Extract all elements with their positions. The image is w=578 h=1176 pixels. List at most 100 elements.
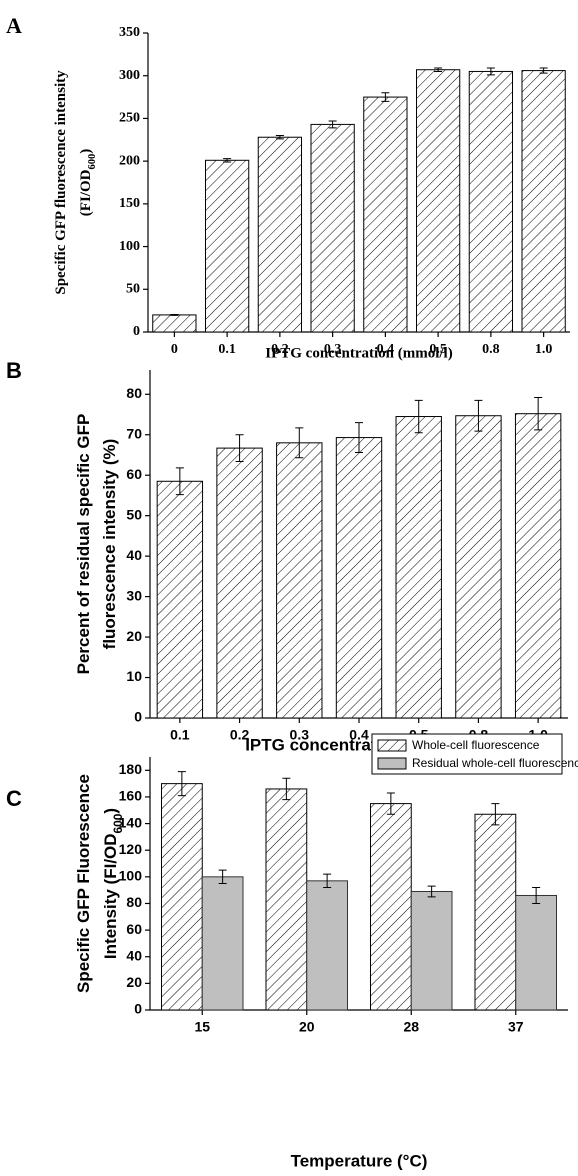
error-bar [539, 67, 548, 74]
y-axis-label-part: 600 [87, 154, 98, 170]
bar [515, 894, 558, 1011]
y-tick-label: 150 [119, 196, 140, 211]
y-tick-label: 60 [126, 921, 142, 937]
bar [310, 123, 355, 333]
y-tick-label: 300 [119, 68, 140, 83]
bar [395, 416, 442, 719]
x-tick-label: 1.0 [535, 342, 553, 357]
y-axis-label-part: Percent of residual specific GFP [74, 414, 93, 675]
x-tick-label: 28 [403, 1019, 419, 1035]
x-tick-label: 0.5 [429, 342, 447, 357]
y-tick-label: 0 [134, 709, 142, 725]
bar [415, 69, 461, 333]
error-bar [295, 427, 304, 459]
bar [455, 415, 502, 719]
y-axis-label-part: Specific GFP Fluorescence [74, 774, 93, 993]
bar [468, 70, 514, 333]
error-bar [491, 803, 500, 826]
bar [156, 480, 204, 719]
y-tick-label: 100 [119, 868, 143, 884]
error-bar [235, 434, 244, 462]
error-bar [282, 777, 291, 801]
error-bar [427, 885, 436, 898]
y-tick-label: 10 [126, 668, 142, 684]
error-bar [534, 397, 543, 431]
bar [204, 159, 250, 333]
error-bar [414, 399, 423, 434]
y-tick-label: 140 [119, 814, 143, 830]
bar [521, 70, 566, 333]
bar [257, 136, 303, 333]
y-tick-label: 60 [126, 466, 142, 482]
y-tick-label: 40 [126, 547, 142, 563]
y-axis-label: fluorescence intensity (%) [100, 439, 119, 650]
y-tick-label: 80 [126, 894, 142, 910]
y-axis-label: Intensity (FI/OD600) [101, 808, 125, 959]
x-axis-label: IPTG concentration (mmol/l) [265, 345, 452, 361]
error-bar [532, 886, 541, 904]
error-bar [275, 135, 284, 140]
legend-swatch [377, 757, 407, 770]
x-tick-label: 0.4 [377, 342, 395, 357]
x-tick-label: 0 [171, 342, 178, 357]
y-tick-label: 70 [126, 425, 142, 441]
error-bar [223, 158, 232, 163]
y-axis-label: Specific GFP Fluorescence [74, 774, 93, 993]
y-axis-label-part: ) [78, 149, 94, 154]
x-tick-label: 0.3 [290, 727, 310, 743]
y-axis-label: Specific GFP fluorescence intensity [53, 70, 69, 295]
y-axis-label-part: (FI/OD [78, 169, 94, 216]
x-tick-label: 20 [299, 1019, 315, 1035]
x-tick-label: 0.4 [349, 727, 369, 743]
y-tick-label: 20 [126, 974, 142, 990]
y-tick-label: 0 [134, 1001, 142, 1017]
y-tick-label: 250 [119, 111, 140, 126]
y-tick-label: 30 [126, 587, 142, 603]
error-bar [170, 313, 179, 316]
bar [201, 876, 244, 1011]
bar [474, 813, 517, 1011]
x-tick-label: 37 [508, 1019, 524, 1035]
x-tick-label: 0.1 [170, 727, 190, 743]
y-axis-label-part: fluorescence intensity (%) [100, 439, 119, 650]
x-tick-label: 0.1 [218, 342, 236, 357]
y-tick-label: 180 [119, 761, 143, 777]
bar [216, 447, 263, 719]
legend-swatch [377, 739, 407, 752]
error-bar [177, 771, 186, 797]
y-tick-label: 40 [126, 947, 142, 963]
bar [306, 880, 349, 1011]
bar [160, 783, 203, 1011]
x-tick-label: 15 [194, 1019, 210, 1035]
y-axis-label-part: Intensity (FI/OD [101, 833, 120, 959]
bar [335, 437, 383, 719]
x-tick-label: 0.2 [271, 342, 289, 357]
error-bar [434, 67, 443, 72]
legend-label: Residual whole-cell fluorescence [412, 756, 578, 770]
y-tick-label: 50 [126, 506, 142, 522]
x-tick-label: 0.3 [324, 342, 342, 357]
error-bar [474, 399, 483, 432]
error-bar [328, 120, 337, 129]
bar [265, 788, 308, 1011]
bar [369, 803, 412, 1011]
y-axis-label: Percent of residual specific GFP [74, 414, 93, 675]
error-bar [386, 792, 395, 815]
error-bar [218, 869, 227, 884]
panel-label: C [6, 786, 22, 811]
y-axis-label-part: ) [101, 808, 120, 814]
y-tick-label: 0 [133, 324, 140, 339]
y-axis-label: (FI/OD600) [78, 149, 97, 216]
bar [152, 314, 197, 333]
y-tick-label: 350 [119, 25, 140, 40]
bar [410, 890, 453, 1011]
y-axis-label-part: Specific GFP fluorescence intensity [53, 70, 69, 295]
bar [514, 413, 562, 719]
panel: A IPTG concentration (mmol/l) Specific GFP… [6, 13, 570, 361]
y-tick-label: 160 [119, 788, 143, 804]
x-tick-label: 0.8 [482, 342, 500, 357]
panel-label: A [6, 13, 22, 38]
x-axis-label: Temperature (°C) [291, 1151, 428, 1170]
